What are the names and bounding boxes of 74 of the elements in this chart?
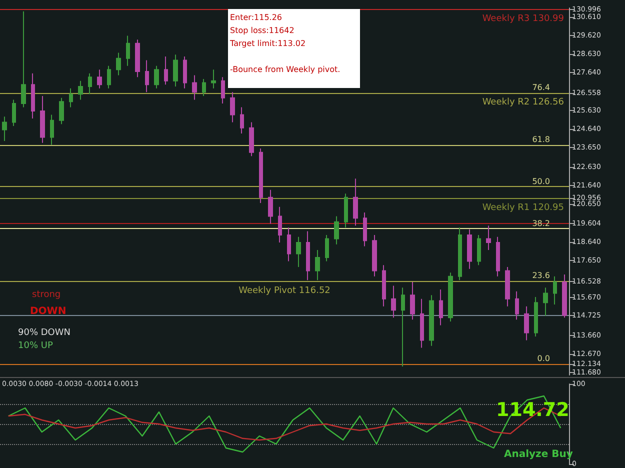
candlestick: [21, 10, 26, 108]
candlestick: [420, 298, 424, 348]
candlestick: [50, 114, 54, 146]
candlestick: [268, 189, 273, 224]
candlestick: [135, 39, 140, 78]
candlestick: [534, 296, 538, 337]
candlestick: [553, 276, 557, 306]
candlestick: [202, 78, 206, 96]
candlestick: [315, 250, 320, 281]
candlestick: [325, 234, 329, 262]
ref-line-label: Weekly Pivot 116.52: [238, 286, 330, 296]
candlestick: [486, 225, 491, 251]
candlestick: [88, 72, 92, 95]
candlestick: [145, 60, 149, 93]
candlestick: [211, 69, 216, 89]
candlestick: [107, 65, 111, 89]
candlestick: [296, 236, 301, 268]
candlestick: [448, 272, 453, 322]
candlestick: [334, 216, 339, 245]
candlestick: [543, 287, 548, 316]
candlestick: [391, 285, 396, 318]
candlestick: [31, 72, 35, 119]
candlestick: [69, 88, 73, 108]
candlestick: [259, 148, 263, 204]
annotation: strong: [32, 290, 61, 302]
candlestick: [439, 289, 443, 326]
candlestick: [429, 294, 434, 346]
candlestick: [2, 116, 7, 142]
candlestick: [97, 69, 102, 89]
candlestick: [154, 65, 159, 89]
candlestick: [505, 266, 510, 307]
candlestick: [59, 97, 64, 125]
ref-line-label: Weekly R2 126.56: [482, 97, 564, 108]
candlestick: [382, 264, 386, 307]
annotation: DOWN: [30, 306, 66, 318]
candlestick: [164, 56, 168, 86]
candlestick: [372, 234, 377, 277]
candlestick: [40, 95, 45, 144]
annotation: 76.4: [532, 82, 550, 93]
candlestick: [458, 226, 462, 281]
candlestick: [192, 74, 197, 100]
candlestick: [401, 287, 405, 368]
candlestick: [126, 35, 130, 66]
candlestick: [410, 281, 415, 320]
candlestick: [344, 193, 348, 228]
candlestick: [230, 92, 235, 123]
candlestick: [363, 212, 367, 247]
annotation: 0.0: [537, 354, 550, 364]
annotation: 50.0: [532, 176, 550, 187]
annotation: 61.8: [532, 134, 550, 145]
candlestick: [524, 306, 529, 341]
candlestick: [78, 80, 83, 100]
ref-line-label: Weekly R3 130.99: [482, 14, 564, 24]
candlestick: [496, 236, 500, 277]
note-card: Enter:115.26 Stop loss:11642 Target limit:113.02 -Bounce from Weekly pivot.: [228, 9, 360, 88]
candlestick: [249, 122, 254, 157]
ref-line-label: Weekly R1 120.95: [482, 202, 564, 213]
candlestick: [240, 106, 244, 134]
candlestick: [173, 54, 178, 88]
annotation: 10% UP: [18, 341, 53, 352]
candlestick: [306, 230, 310, 281]
candlestick: [12, 99, 16, 127]
candlestick: [467, 228, 472, 270]
candlestick: [562, 274, 567, 318]
annotation: 90% DOWN: [18, 328, 71, 340]
candlestick: [515, 290, 519, 320]
candlestick: [221, 76, 225, 104]
candlestick: [287, 226, 291, 262]
candlestick: [116, 52, 121, 76]
candlestick: [183, 56, 187, 89]
candlestick: [477, 234, 481, 266]
candlestick: [278, 206, 282, 244]
annotation: 23.6: [532, 271, 550, 282]
candlestick: [353, 178, 358, 226]
